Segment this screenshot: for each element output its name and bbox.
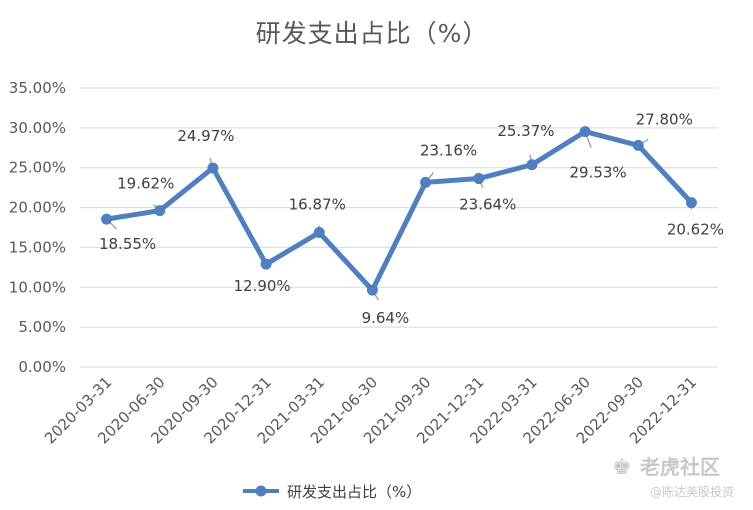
gridlines <box>80 87 718 368</box>
y-tick-label: 20.00% <box>9 199 66 217</box>
y-tick-label: 25.00% <box>9 159 66 177</box>
data-label: 23.16% <box>420 141 477 159</box>
data-point <box>313 227 325 239</box>
data-point <box>420 176 432 188</box>
data-label: 20.62% <box>667 221 724 239</box>
y-tick-label: 15.00% <box>9 238 66 256</box>
data-point <box>154 205 166 217</box>
data-point <box>260 258 272 270</box>
x-axis-ticks: 2020-03-312020-06-302020-09-302020-12-31… <box>41 373 700 447</box>
data-point <box>207 162 219 174</box>
data-label: 24.97% <box>177 127 234 145</box>
data-point <box>579 126 591 138</box>
data-points <box>101 126 697 296</box>
data-label: 12.90% <box>233 277 290 295</box>
y-axis-ticks: 0.00% 5.00% 10.00% 15.00% 20.00% 25.00% 30.00%… <box>9 79 66 376</box>
data-label: 29.53% <box>569 164 626 182</box>
data-label: 27.80% <box>636 110 693 128</box>
data-point <box>526 159 538 171</box>
data-label: 16.87% <box>289 196 346 214</box>
y-tick-label: 5.00% <box>18 318 66 336</box>
y-tick-label: 0.00% <box>18 358 66 376</box>
y-tick-label: 35.00% <box>9 79 66 97</box>
tiger-logo-icon: ♚ <box>612 455 632 480</box>
data-label: 18.55% <box>99 235 156 253</box>
y-tick-label: 10.00% <box>9 278 66 296</box>
leader-line <box>586 136 592 148</box>
data-label: 19.62% <box>117 175 174 193</box>
legend: 研发支出占比（%） <box>243 483 421 501</box>
data-label: 9.64% <box>362 309 410 327</box>
watermark: ♚ 老虎社区 @陈达美股投资 <box>612 455 734 499</box>
data-point <box>632 139 644 151</box>
chart-title: 研发支出占比（%） <box>256 19 489 48</box>
leader-line <box>109 221 118 230</box>
legend-label: 研发支出占比（%） <box>287 483 421 501</box>
y-tick-label: 30.00% <box>9 119 66 137</box>
data-label: 25.37% <box>497 122 554 140</box>
watermark-author: @陈达美股投资 <box>650 484 734 499</box>
data-label: 23.64% <box>459 196 516 214</box>
data-point <box>685 197 697 209</box>
legend-marker <box>255 485 267 497</box>
data-point <box>101 213 113 225</box>
series-line <box>104 129 694 293</box>
data-point <box>366 284 378 296</box>
watermark-brand: 老虎社区 <box>640 455 720 479</box>
label-leader-lines <box>109 136 693 301</box>
data-point <box>473 173 485 185</box>
data-labels: 18.55% 19.62% 24.97% 12.90% 16.87% 9.64% 23.16… <box>99 110 724 327</box>
